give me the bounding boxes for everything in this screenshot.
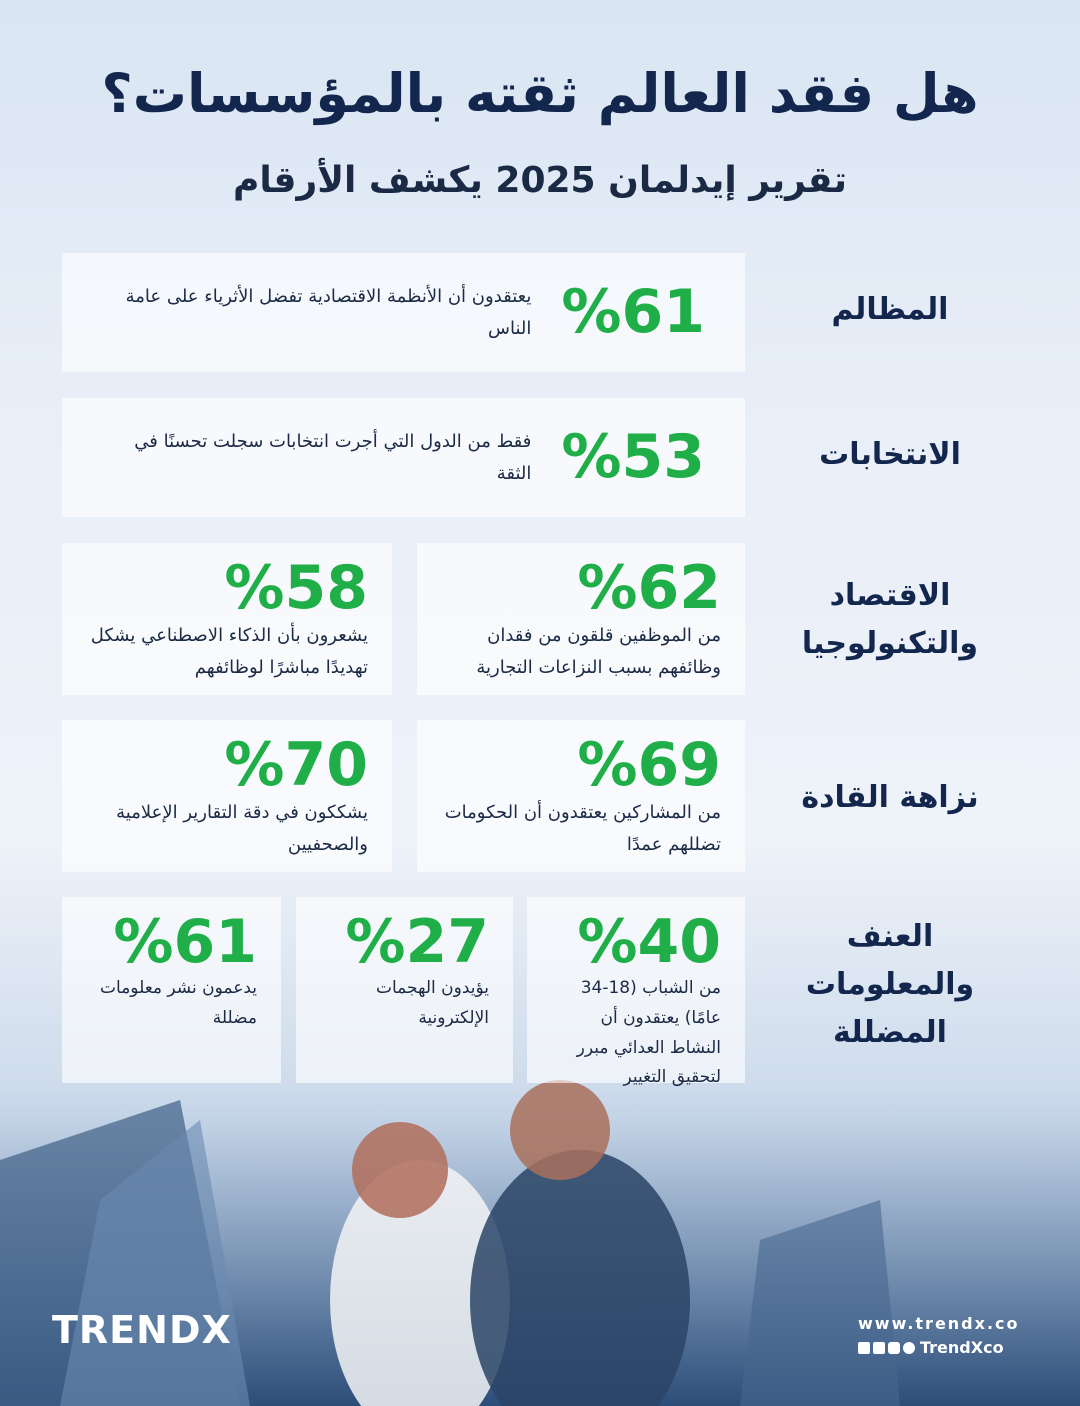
stat-text: يشعرون بأن الذكاء الاصطناعي يشكل تهديدًا… [90, 625, 368, 678]
title: هل فقد العالم ثقته بالمؤسسات؟ [101, 62, 979, 125]
stat-text: يؤيدون الهجمات الإلكترونية [376, 978, 489, 1028]
stat-text: يدعمون نشر معلومات مضللة [100, 978, 257, 1028]
stat-text: من المشاركين يعتقدون أن الحكومات تضللهم … [444, 802, 721, 855]
stat-card: %27 يؤيدون الهجمات الإلكترونية [296, 897, 513, 1083]
stat-value: %27 [345, 907, 489, 977]
logo: TRENDX [52, 1308, 232, 1352]
stat-text: فقط من الدول التي أجرت انتخابات سجلت تحس… [134, 431, 532, 484]
website: www.trendx.co [858, 1314, 1020, 1333]
stat-value: %61 [561, 277, 705, 347]
section-label: الاقتصاد والتكنولوجيا [801, 578, 979, 661]
stat-value: %70 [224, 730, 368, 800]
stat-text: من الموظفين قلقون من فقدان وظائفهم بسبب … [476, 625, 721, 678]
stat-text: من الشباب (18-34 عامًا) يعتقدون أن النشا… [576, 978, 721, 1088]
stat-value: %69 [577, 730, 721, 800]
stat-value: %53 [561, 422, 705, 492]
stat-card: %58 يشعرون بأن الذكاء الاصطناعي يشكل تهدي… [62, 543, 392, 695]
stat-card: %61 يعتقدون أن الأنظمة الاقتصادية تفضل ال… [62, 253, 745, 372]
stat-text: يشككون في دقة التقارير الإعلامية والصحفي… [116, 802, 368, 855]
stat-value: %40 [577, 907, 721, 977]
stat-card: %61 يدعمون نشر معلومات مضللة [62, 897, 281, 1083]
section-label: العنف والمعلومات المضللة [805, 919, 975, 1050]
stat-card: %53 فقط من الدول التي أجرت انتخابات سجلت … [62, 398, 745, 517]
stat-card: %69 من المشاركين يعتقدون أن الحكومات تضلل… [417, 720, 745, 872]
stat-value: %62 [577, 553, 721, 623]
handle: TrendXco [920, 1338, 1004, 1357]
stat-text: يعتقدون أن الأنظمة الاقتصادية تفضل الأثر… [125, 286, 532, 339]
social-icons [858, 1342, 915, 1354]
stat-value: %58 [224, 553, 368, 623]
stat-value: %61 [113, 907, 257, 977]
background-scene [0, 1080, 1080, 1406]
stat-card: %40 من الشباب (18-34 عامًا) يعتقدون أن ال… [527, 897, 745, 1087]
subtitle: تقرير إيدلمان 2025 يكشف الأرقام [233, 160, 847, 201]
stat-card: %70 يشككون في دقة التقارير الإعلامية والص… [62, 720, 392, 872]
section-label: الانتخابات [819, 437, 961, 472]
section-label: المظالم [831, 292, 949, 327]
stat-card: %62 من الموظفين قلقون من فقدان وظائفهم بس… [417, 543, 745, 695]
section-label: نزاهة القادة [801, 780, 979, 815]
